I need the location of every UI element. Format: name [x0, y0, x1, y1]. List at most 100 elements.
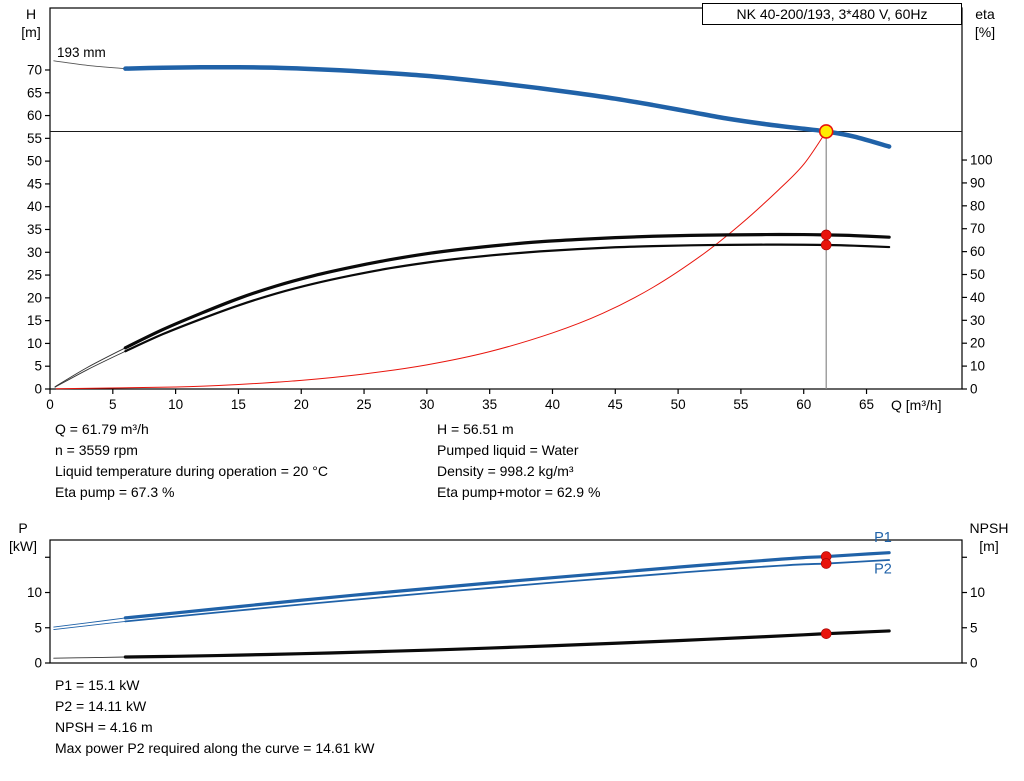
- right-tick-label: 10: [970, 585, 985, 600]
- info-eta-pump-motor: Eta pump+motor = 62.9 %: [437, 484, 601, 500]
- left-tick-label: 25: [27, 268, 42, 283]
- left-tick-label: 30: [27, 245, 42, 260]
- x-tick-label: 0: [46, 397, 54, 412]
- right-tick-label: 5: [970, 620, 978, 635]
- p2-leadin: [53, 620, 126, 630]
- right-tick-label: 90: [970, 175, 985, 190]
- eta-axis-header: eta [%]: [962, 5, 1008, 41]
- right-tick-label: 10: [970, 359, 985, 374]
- left-tick-label: 70: [27, 62, 42, 77]
- x-tick-label: 20: [294, 397, 309, 412]
- x-tick-label: 50: [671, 397, 686, 412]
- left-tick-label: 0: [34, 656, 42, 671]
- h-curve: [123, 64, 892, 149]
- info-flow: Q = 61.79 m³/h: [55, 421, 149, 437]
- left-tick-label: 10: [27, 336, 42, 351]
- h-axis-header: H [m]: [10, 5, 52, 41]
- p2-point: [820, 558, 832, 569]
- x-tick-label: 10: [168, 397, 183, 412]
- eta-pump-motor-point: [820, 239, 832, 251]
- left-tick-label: 60: [27, 108, 42, 123]
- p-axis-header: P [kW]: [0, 519, 46, 555]
- info-p1: P1 = 15.1 kW: [55, 677, 140, 693]
- h-axis-unit: [m]: [21, 24, 41, 40]
- h-axis-symbol: H: [25, 6, 37, 22]
- x-tick-label: 30: [419, 397, 434, 412]
- power-info-block: P1 = 15.1 kW P2 = 14.11 kW NPSH = 4.16 m…: [55, 675, 374, 759]
- npsh-curve: [123, 629, 891, 659]
- power-npsh-chart: 0 5 10 0 5 10 P1 P2: [27, 530, 985, 671]
- x-tick-label: 65: [859, 397, 874, 412]
- power-npsh-chart-frame: [49, 539, 963, 664]
- eta-pump-leadin: [54, 347, 126, 388]
- left-tick-label: 10: [27, 585, 42, 600]
- right-tick-label: 0: [970, 382, 978, 397]
- right-tick-label: 80: [970, 198, 985, 213]
- info-head: H = 56.51 m: [437, 421, 514, 437]
- right-tick-label: 100: [970, 153, 993, 168]
- right-tick-label: 60: [970, 244, 985, 259]
- eta-pump-point: [820, 229, 832, 241]
- right-tick-label: 50: [970, 267, 985, 282]
- info-npsh: NPSH = 4.16 m: [55, 719, 153, 735]
- right-tick-label: 20: [970, 336, 985, 351]
- npsh-axis-unit: [m]: [979, 538, 999, 554]
- h-curve-leadin: [53, 60, 126, 70]
- eta-axis-unit: [%]: [974, 24, 996, 40]
- hq-chart: 0510152025303540455055606570010203040506…: [27, 7, 993, 412]
- info-density: Density = 998.2 kg/m³: [437, 463, 574, 479]
- operating-info-left: Q = 61.79 m³/h n = 3559 rpm Liquid tempe…: [55, 419, 328, 503]
- x-tick-label: 35: [482, 397, 497, 412]
- duty-point: [818, 124, 834, 139]
- right-tick-label: 30: [970, 313, 985, 328]
- pump-title-box: NK 40-200/193, 3*480 V, 60Hz: [702, 3, 962, 25]
- info-speed: n = 3559 rpm: [55, 442, 138, 458]
- left-tick-label: 35: [27, 222, 42, 237]
- left-tick-label: 5: [34, 620, 42, 635]
- x-tick-label: 40: [545, 397, 560, 412]
- eta-axis-symbol: eta: [975, 6, 995, 22]
- x-tick-label: 45: [608, 397, 623, 412]
- right-tick-label: 40: [970, 290, 985, 305]
- npsh-axis-symbol: NPSH: [969, 520, 1009, 536]
- info-p2: P2 = 14.11 kW: [55, 698, 147, 714]
- p2-curve-label: P2: [874, 562, 892, 578]
- left-tick-label: 50: [27, 154, 42, 169]
- left-tick-label: 0: [34, 382, 42, 397]
- x-tick-label: 25: [357, 397, 372, 412]
- info-max-power: Max power P2 required along the curve = …: [55, 740, 375, 756]
- left-tick-label: 45: [27, 176, 42, 191]
- p2-curve: [124, 559, 891, 623]
- right-tick-label: 70: [970, 221, 985, 236]
- eta-pump-motor-curve: [124, 243, 891, 353]
- left-tick-label: 5: [34, 359, 42, 374]
- system-curve: [55, 130, 827, 390]
- q-axis-label: Q [m³/h]: [891, 397, 942, 413]
- npsh-point: [820, 628, 832, 639]
- x-tick-label: 55: [733, 397, 748, 412]
- hq-chart-frame: [49, 7, 963, 390]
- left-tick-label: 40: [27, 199, 42, 214]
- info-eta-pump: Eta pump = 67.3 %: [55, 484, 175, 500]
- info-liquid-temp: Liquid temperature during operation = 20…: [55, 463, 328, 479]
- eta-pump-motor-leadin: [54, 350, 126, 388]
- x-tick-label: 15: [231, 397, 246, 412]
- p1-curve: [123, 551, 891, 620]
- p1-curve-label: P1: [874, 530, 892, 546]
- x-tick-label: 5: [109, 397, 117, 412]
- eta-pump-curve: [123, 232, 891, 350]
- p-axis-symbol: P: [18, 520, 28, 536]
- p-axis-unit: [kW]: [9, 538, 37, 554]
- x-tick-label: 60: [796, 397, 811, 412]
- left-tick-label: 15: [27, 313, 42, 328]
- left-tick-label: 20: [27, 290, 42, 305]
- info-pumped-liquid: Pumped liquid = Water: [437, 442, 579, 458]
- npsh-axis-header: NPSH [m]: [960, 519, 1018, 555]
- left-tick-label: 65: [27, 85, 42, 100]
- right-tick-label: 0: [970, 656, 978, 671]
- left-tick-label: 55: [27, 131, 42, 146]
- npsh-leadin: [53, 656, 126, 659]
- impeller-size-label: 193 mm: [57, 45, 106, 60]
